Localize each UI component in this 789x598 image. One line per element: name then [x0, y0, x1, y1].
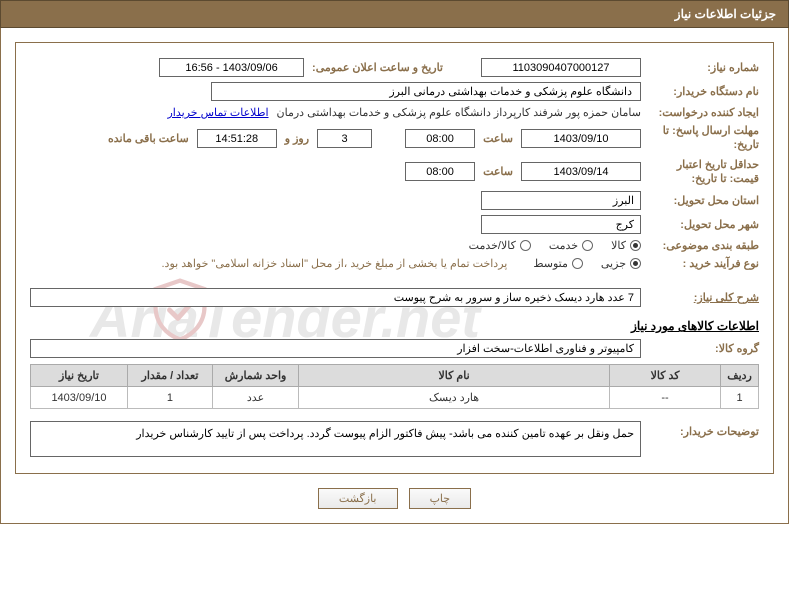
- col-name: نام کالا: [299, 365, 610, 387]
- col-qty: تعداد / مقدار: [127, 365, 212, 387]
- buyer-contact-link[interactable]: اطلاعات تماس خریدار: [167, 106, 268, 119]
- row-requester: ایجاد کننده درخواست: سامان حمزه پور شرفن…: [30, 106, 759, 119]
- day-and-label: روز و: [285, 132, 309, 145]
- cell-row: 1: [721, 387, 759, 409]
- cell-unit: عدد: [212, 387, 298, 409]
- general-desc-value: 7 عدد هارد دیسک ذخیره ساز و سرور به شرح …: [30, 288, 641, 307]
- row-validity: حداقل تاریخ اعتبار قیمت: تا تاریخ: 1403/…: [30, 158, 759, 187]
- col-unit: واحد شمارش: [212, 365, 298, 387]
- print-button[interactable]: چاپ: [409, 488, 472, 509]
- requester-label: ایجاد کننده درخواست:: [649, 106, 759, 119]
- cell-qty: 1: [127, 387, 212, 409]
- radio-service[interactable]: خدمت: [549, 239, 593, 252]
- form-outer-frame: شماره نیاز: 1103090407000127 تاریخ و ساع…: [0, 28, 789, 524]
- purchase-type-radios: جزیی متوسط: [533, 257, 641, 270]
- radio-dot-icon: [582, 240, 593, 251]
- radio-service-label: خدمت: [549, 239, 578, 252]
- validity-label: حداقل تاریخ اعتبار قیمت: تا تاریخ:: [649, 158, 759, 187]
- requester-value: سامان حمزه پور شرفند کارپرداز دانشگاه عل…: [277, 106, 641, 119]
- col-code: کد کالا: [610, 365, 721, 387]
- radio-medium-label: متوسط: [533, 257, 568, 270]
- province-label: استان محل تحویل:: [649, 194, 759, 207]
- radio-goods[interactable]: کالا: [611, 239, 641, 252]
- cell-need-date: 1403/09/10: [31, 387, 128, 409]
- response-deadline-time: 08:00: [405, 129, 475, 148]
- buyer-notes-value: حمل ونقل بر عهده تامین کننده می باشد- پی…: [30, 421, 641, 457]
- need-number-value: 1103090407000127: [481, 58, 641, 77]
- validity-date: 1403/09/14: [521, 162, 641, 181]
- radio-dot-icon: [630, 258, 641, 269]
- radio-dot-icon: [630, 240, 641, 251]
- col-need-date: تاریخ نیاز: [31, 365, 128, 387]
- goods-group-value: کامپیوتر و فناوری اطلاعات-سخت افزار: [30, 339, 641, 358]
- subject-class-label: طبقه بندی موضوعی:: [649, 239, 759, 252]
- radio-dot-icon: [520, 240, 531, 251]
- radio-goods-service-label: کالا/خدمت: [469, 239, 516, 252]
- form-fieldset: شماره نیاز: 1103090407000127 تاریخ و ساع…: [15, 42, 774, 474]
- row-general-desc: شرح کلی نیاز: 7 عدد هارد دیسک ذخیره ساز …: [30, 288, 759, 307]
- province-value: البرز: [481, 191, 641, 210]
- row-city: شهر محل تحویل: کرج: [30, 215, 759, 234]
- row-province: استان محل تحویل: البرز: [30, 191, 759, 210]
- validity-time: 08:00: [405, 162, 475, 181]
- buyer-org-value: دانشگاه علوم پزشکی و خدمات بهداشتی درمان…: [211, 82, 641, 101]
- treasury-note: پرداخت تمام یا بخشی از مبلغ خرید ،از محل…: [162, 257, 508, 270]
- need-number-label: شماره نیاز:: [649, 61, 759, 74]
- row-subject-class: طبقه بندی موضوعی: کالا خدمت کالا/خدمت: [30, 239, 759, 252]
- city-label: شهر محل تحویل:: [649, 218, 759, 231]
- row-need-number: شماره نیاز: 1103090407000127 تاریخ و ساع…: [30, 58, 759, 77]
- purchase-type-label: نوع فرآیند خرید :: [649, 257, 759, 270]
- response-deadline-label: مهلت ارسال پاسخ: تا تاریخ:: [649, 124, 759, 153]
- row-response-deadline: مهلت ارسال پاسخ: تا تاریخ: 1403/09/10 سا…: [30, 124, 759, 153]
- radio-goods-service[interactable]: کالا/خدمت: [469, 239, 531, 252]
- row-buyer-org: نام دستگاه خریدار: دانشگاه علوم پزشکی و …: [30, 82, 759, 101]
- radio-partial-label: جزیی: [601, 257, 626, 270]
- radio-medium[interactable]: متوسط: [533, 257, 583, 270]
- response-deadline-date: 1403/09/10: [521, 129, 641, 148]
- buyer-org-label: نام دستگاه خریدار:: [649, 85, 759, 98]
- back-button[interactable]: بازگشت: [318, 488, 398, 509]
- days-count: 3: [317, 129, 372, 148]
- button-row: چاپ بازگشت: [15, 488, 774, 509]
- table-row: 1 -- هارد دیسک عدد 1 1403/09/10: [31, 387, 759, 409]
- goods-table: ردیف کد کالا نام کالا واحد شمارش تعداد /…: [30, 364, 759, 409]
- cell-code: --: [610, 387, 721, 409]
- radio-goods-label: کالا: [611, 239, 626, 252]
- announce-dt-label: تاریخ و ساعت اعلان عمومی:: [312, 61, 443, 74]
- city-value: کرج: [481, 215, 641, 234]
- row-goods-group: گروه کالا: کامپیوتر و فناوری اطلاعات-سخت…: [30, 339, 759, 358]
- table-header-row: ردیف کد کالا نام کالا واحد شمارش تعداد /…: [31, 365, 759, 387]
- cell-name: هارد دیسک: [299, 387, 610, 409]
- announce-dt-value: 1403/09/06 - 16:56: [159, 58, 304, 77]
- goods-group-label: گروه کالا:: [649, 342, 759, 355]
- hour-label-1: ساعت: [483, 132, 513, 145]
- buyer-notes-label: توضیحات خریدار:: [649, 421, 759, 438]
- row-purchase-type: نوع فرآیند خرید : جزیی متوسط پرداخت تمام…: [30, 257, 759, 270]
- header-title: جزئیات اطلاعات نیاز: [0, 0, 789, 28]
- remaining-time: 14:51:28: [197, 129, 277, 148]
- remaining-label: ساعت باقی مانده: [108, 132, 189, 145]
- subject-class-radios: کالا خدمت کالا/خدمت: [469, 239, 641, 252]
- row-buyer-notes: توضیحات خریدار: حمل ونقل بر عهده تامین ک…: [30, 421, 759, 457]
- goods-section-title: اطلاعات کالاهای مورد نیاز: [30, 319, 759, 333]
- radio-dot-icon: [572, 258, 583, 269]
- radio-partial[interactable]: جزیی: [601, 257, 641, 270]
- general-desc-label: شرح کلی نیاز:: [649, 291, 759, 304]
- col-row: ردیف: [721, 365, 759, 387]
- hour-label-2: ساعت: [483, 165, 513, 178]
